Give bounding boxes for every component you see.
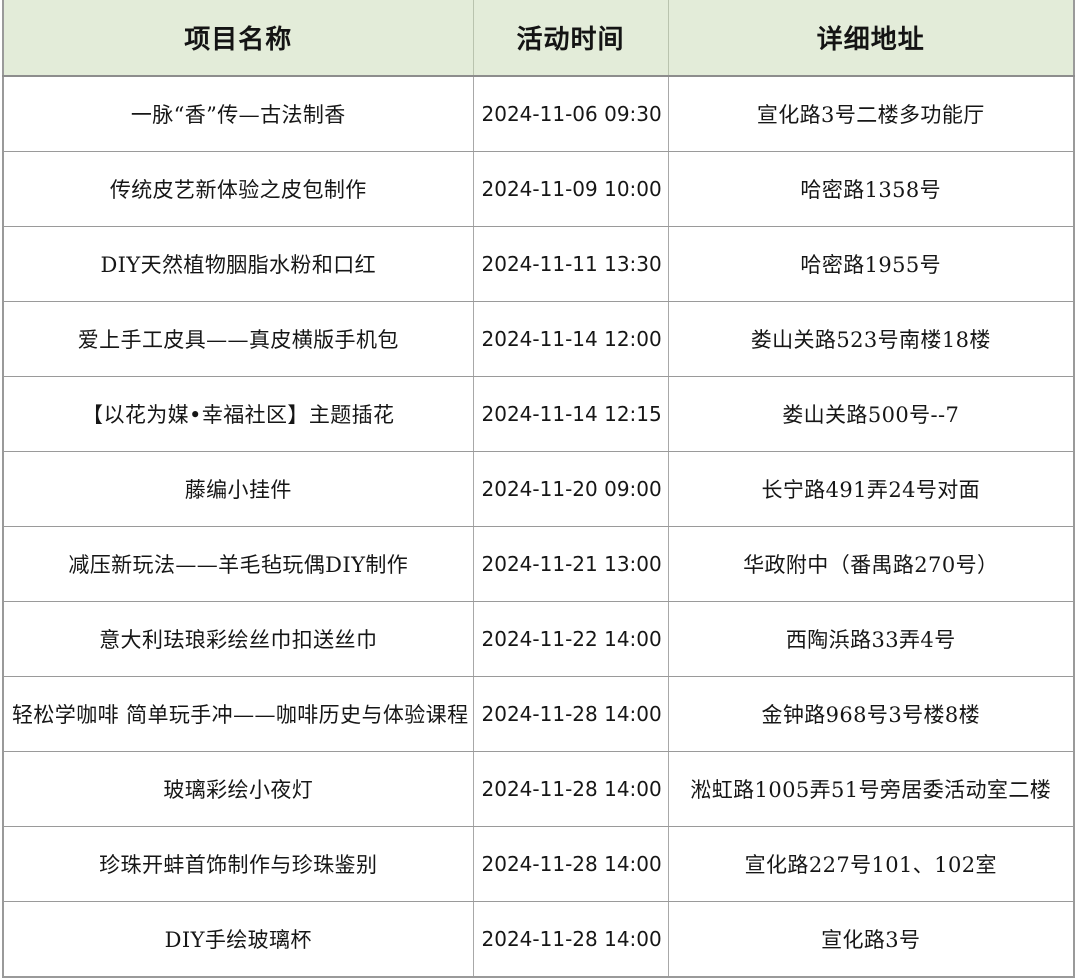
- cell-project-name: 减压新玩法——羊毛毡玩偶DIY制作: [3, 526, 474, 602]
- cell-detailed-address: 宣化路3号: [668, 901, 1074, 978]
- cell-activity-time: 2024-11-21 13:00: [473, 526, 669, 602]
- cell-detailed-address: 娄山关路523号南楼18楼: [668, 301, 1074, 377]
- cell-detailed-address: 西陶浜路33弄4号: [668, 601, 1074, 677]
- table-row: 珍珠开蚌首饰制作与珍珠鉴别 2024-11-28 14:00 宣化路227号101、…: [3, 826, 1074, 902]
- table-row: 玻璃彩绘小夜灯 2024-11-28 14:00 淞虹路1005弄51号旁居委活动室…: [3, 751, 1074, 827]
- table-row: 藤编小挂件 2024-11-20 09:00 长宁路491弄24号对面: [3, 451, 1074, 527]
- cell-detailed-address: 娄山关路500号--7: [668, 376, 1074, 452]
- table-row: 减压新玩法——羊毛毡玩偶DIY制作 2024-11-21 13:00 华政附中（番禺…: [3, 526, 1074, 602]
- table-body: 一脉“香”传—古法制香 2024-11-06 09:30 宣化路3号二楼多功能厅 传统…: [3, 76, 1074, 978]
- cell-project-name: 珍珠开蚌首饰制作与珍珠鉴别: [3, 826, 474, 902]
- column-header-project-name: 项目名称: [3, 0, 474, 77]
- table-row: 一脉“香”传—古法制香 2024-11-06 09:30 宣化路3号二楼多功能厅: [3, 76, 1074, 152]
- table-row: DIY天然植物胭脂水粉和口红 2024-11-11 13:30 哈密路1955号: [3, 226, 1074, 302]
- cell-activity-time: 2024-11-28 14:00: [473, 826, 669, 902]
- cell-activity-time: 2024-11-28 14:00: [473, 676, 669, 752]
- table-row: DIY手绘玻璃杯 2024-11-28 14:00 宣化路3号: [3, 901, 1074, 978]
- cell-activity-time: 2024-11-11 13:30: [473, 226, 669, 302]
- cell-detailed-address: 金钟路968号3号楼8楼: [668, 676, 1074, 752]
- cell-activity-time: 2024-11-20 09:00: [473, 451, 669, 527]
- cell-activity-time: 2024-11-14 12:15: [473, 376, 669, 452]
- cell-activity-time: 2024-11-28 14:00: [473, 751, 669, 827]
- table-row: 意大利珐琅彩绘丝巾扣送丝巾 2024-11-22 14:00 西陶浜路33弄4号: [3, 601, 1074, 677]
- cell-detailed-address: 长宁路491弄24号对面: [668, 451, 1074, 527]
- cell-detailed-address: 哈密路1955号: [668, 226, 1074, 302]
- cell-detailed-address: 淞虹路1005弄51号旁居委活动室二楼: [668, 751, 1074, 827]
- table-row: 轻松学咖啡 简单玩手冲——咖啡历史与体验课程 2024-11-28 14:00 金钟…: [3, 676, 1074, 752]
- cell-activity-time: 2024-11-06 09:30: [473, 76, 669, 152]
- cell-project-name: 意大利珐琅彩绘丝巾扣送丝巾: [3, 601, 474, 677]
- cell-project-name: 藤编小挂件: [3, 451, 474, 527]
- table-row: 【以花为媒•幸福社区】主题插花 2024-11-14 12:15 娄山关路500号-…: [3, 376, 1074, 452]
- cell-project-name: DIY天然植物胭脂水粉和口红: [3, 226, 474, 302]
- column-header-activity-time: 活动时间: [473, 0, 669, 77]
- cell-activity-time: 2024-11-28 14:00: [473, 901, 669, 978]
- cell-detailed-address: 哈密路1358号: [668, 151, 1074, 227]
- cell-project-name: DIY手绘玻璃杯: [3, 901, 474, 978]
- cell-detailed-address: 华政附中（番禺路270号）: [668, 526, 1074, 602]
- table-header-row: 项目名称 活动时间 详细地址: [3, 0, 1074, 77]
- cell-project-name: 【以花为媒•幸福社区】主题插花: [3, 376, 474, 452]
- cell-detailed-address: 宣化路227号101、102室: [668, 826, 1074, 902]
- cell-project-name: 玻璃彩绘小夜灯: [3, 751, 474, 827]
- table-row: 爱上手工皮具——真皮横版手机包 2024-11-14 12:00 娄山关路523号南…: [3, 301, 1074, 377]
- table-header: 项目名称 活动时间 详细地址: [3, 0, 1074, 77]
- cell-project-name: 一脉“香”传—古法制香: [3, 76, 474, 152]
- cell-project-name: 轻松学咖啡 简单玩手冲——咖啡历史与体验课程: [3, 676, 474, 752]
- table-row: 传统皮艺新体验之皮包制作 2024-11-09 10:00 哈密路1358号: [3, 151, 1074, 227]
- cell-activity-time: 2024-11-22 14:00: [473, 601, 669, 677]
- cell-detailed-address: 宣化路3号二楼多功能厅: [668, 76, 1074, 152]
- column-header-detailed-address: 详细地址: [668, 0, 1074, 77]
- cell-project-name: 爱上手工皮具——真皮横版手机包: [3, 301, 474, 377]
- cell-activity-time: 2024-11-14 12:00: [473, 301, 669, 377]
- cell-project-name: 传统皮艺新体验之皮包制作: [3, 151, 474, 227]
- cell-activity-time: 2024-11-09 10:00: [473, 151, 669, 227]
